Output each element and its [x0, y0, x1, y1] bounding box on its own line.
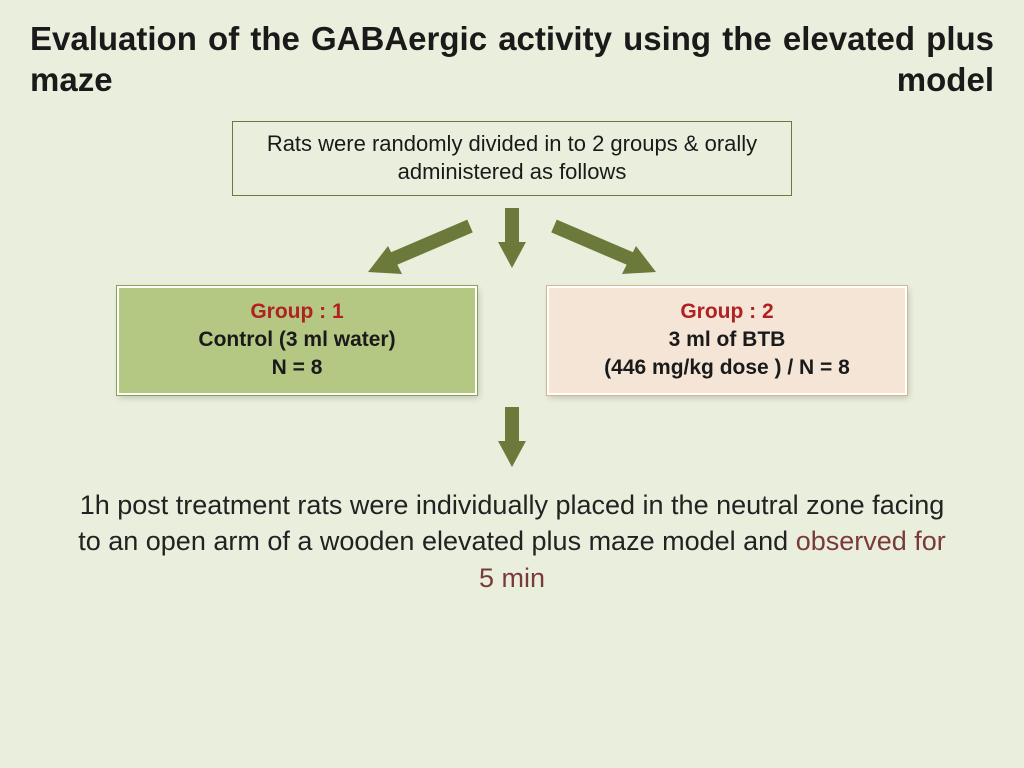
split-arrows — [0, 196, 1024, 286]
groups-row: Group : 1 Control (3 ml water) N = 8 Gro… — [0, 286, 1024, 395]
group-2-box: Group : 2 3 ml of BTB (446 mg/kg dose ) … — [547, 286, 907, 395]
group-1-title: Group : 1 — [133, 298, 461, 326]
arrow-right-diag-icon — [554, 226, 656, 274]
outcome-text: 1h post treatment rats were individually… — [72, 475, 952, 596]
group-2-title: Group : 2 — [563, 298, 891, 326]
intro-box: Rats were randomly divided in to 2 group… — [232, 121, 792, 196]
group-1-line2: Control (3 ml water) — [198, 328, 395, 351]
group-2-line3: (446 mg/kg dose ) / N = 8 — [604, 356, 850, 379]
page-title: Evaluation of the GABAergic activity usi… — [0, 0, 1024, 101]
group-2-line2: 3 ml of BTB — [669, 328, 786, 351]
arrow-down-merge-icon — [498, 407, 526, 467]
flow-arrow-merge — [0, 395, 1024, 475]
arrow-left-diag-icon — [368, 226, 470, 274]
arrow-down-icon — [498, 208, 526, 268]
group-1-line3: N = 8 — [272, 356, 323, 379]
group-1-box: Group : 1 Control (3 ml water) N = 8 — [117, 286, 477, 395]
flow-arrows-split — [0, 196, 1024, 286]
merge-arrow-zone — [0, 395, 1024, 475]
